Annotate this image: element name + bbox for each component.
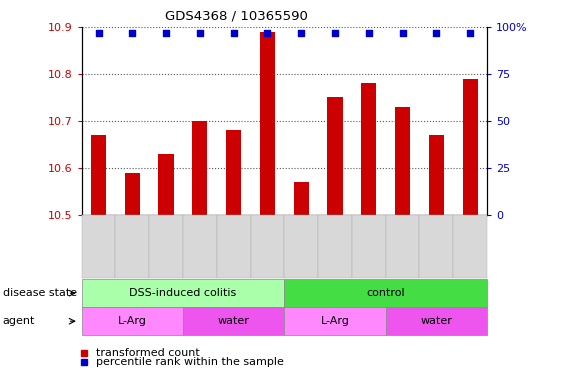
Text: L-Arg: L-Arg (118, 316, 147, 326)
Bar (328, 98, 342, 215)
Text: control: control (367, 288, 405, 298)
Text: agent: agent (3, 316, 35, 326)
Point (330, 30, 339, 36)
Point (297, 30, 306, 36)
Text: transformed count: transformed count (96, 348, 199, 358)
Point (128, 30, 137, 36)
Text: GDS4368 / 10365590: GDS4368 / 10365590 (165, 10, 308, 23)
Point (466, 30, 475, 36)
Bar (226, 131, 241, 215)
Text: water: water (218, 316, 249, 326)
Text: water: water (421, 316, 452, 326)
Bar (193, 121, 207, 215)
Point (398, 30, 407, 36)
Bar (361, 83, 376, 215)
Point (263, 30, 272, 36)
Point (162, 30, 171, 36)
Point (229, 30, 238, 36)
Text: L-Arg: L-Arg (320, 316, 350, 326)
Bar (294, 182, 309, 215)
Text: disease state: disease state (3, 288, 77, 298)
Point (432, 30, 441, 36)
Bar (91, 135, 106, 215)
Bar (395, 107, 410, 215)
Bar (260, 31, 275, 215)
Bar (429, 135, 444, 215)
Bar (125, 173, 140, 215)
Text: percentile rank within the sample: percentile rank within the sample (96, 357, 284, 367)
Point (195, 30, 204, 36)
Point (94, 30, 103, 36)
Bar (463, 79, 477, 215)
Bar (159, 154, 173, 215)
Point (364, 30, 373, 36)
Text: DSS-induced colitis: DSS-induced colitis (129, 288, 236, 298)
